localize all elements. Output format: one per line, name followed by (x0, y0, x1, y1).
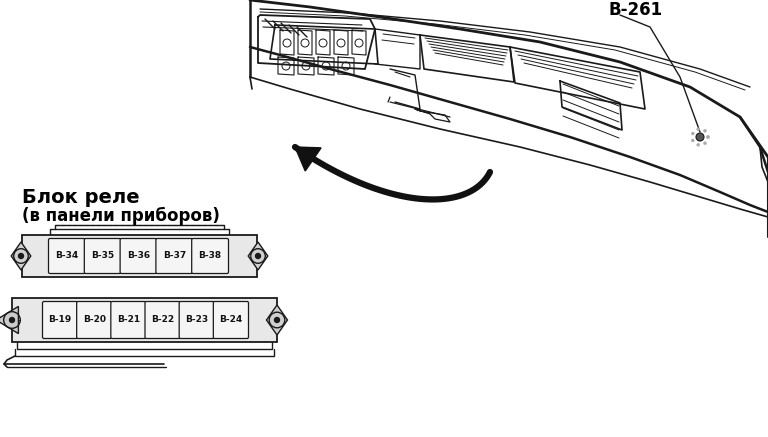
Circle shape (691, 132, 694, 135)
Circle shape (697, 128, 700, 131)
Polygon shape (12, 242, 31, 270)
Text: B-38: B-38 (199, 252, 222, 260)
Circle shape (697, 143, 700, 146)
Text: B-35: B-35 (91, 252, 114, 260)
Text: B-21: B-21 (117, 316, 140, 325)
FancyBboxPatch shape (145, 302, 180, 339)
Polygon shape (295, 147, 321, 171)
FancyBboxPatch shape (48, 239, 85, 274)
FancyBboxPatch shape (214, 302, 249, 339)
Text: B-34: B-34 (55, 252, 78, 260)
FancyBboxPatch shape (77, 302, 112, 339)
FancyBboxPatch shape (120, 239, 157, 274)
FancyBboxPatch shape (42, 302, 78, 339)
FancyBboxPatch shape (192, 239, 229, 274)
Polygon shape (248, 242, 268, 270)
Text: B-19: B-19 (48, 316, 71, 325)
Text: Блок реле: Блок реле (22, 188, 140, 207)
Text: B-23: B-23 (185, 316, 208, 325)
Bar (22, 235, 257, 277)
Circle shape (703, 142, 707, 145)
Bar (12, 298, 277, 342)
Circle shape (707, 135, 710, 139)
Text: B-24: B-24 (220, 316, 243, 325)
Text: B-36: B-36 (127, 252, 150, 260)
Polygon shape (266, 305, 287, 335)
FancyBboxPatch shape (156, 239, 193, 274)
Circle shape (9, 318, 15, 323)
Circle shape (691, 139, 694, 142)
Circle shape (696, 133, 704, 141)
Text: B-22: B-22 (151, 316, 174, 325)
Circle shape (18, 253, 24, 259)
Circle shape (274, 318, 280, 323)
FancyBboxPatch shape (179, 302, 214, 339)
Text: (в панели приборов): (в панели приборов) (22, 207, 220, 225)
FancyBboxPatch shape (84, 239, 121, 274)
Text: B-261: B-261 (608, 1, 662, 19)
Circle shape (703, 129, 707, 132)
Text: B-37: B-37 (163, 252, 186, 260)
FancyBboxPatch shape (111, 302, 146, 339)
Circle shape (707, 135, 710, 139)
Polygon shape (0, 306, 18, 333)
Circle shape (256, 253, 260, 259)
Text: B-20: B-20 (83, 316, 106, 325)
